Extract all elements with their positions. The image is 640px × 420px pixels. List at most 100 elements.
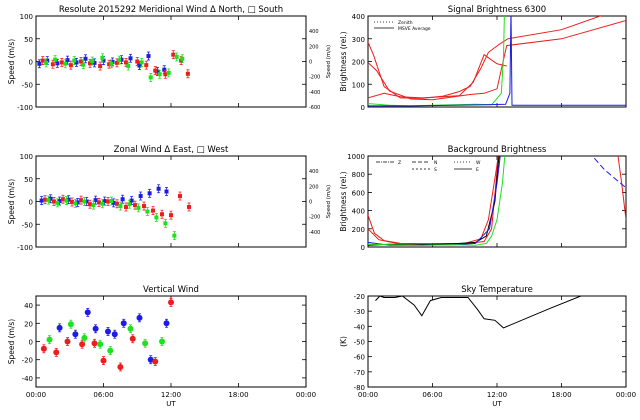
point-marker <box>88 61 92 66</box>
data-point <box>107 59 112 69</box>
point-marker <box>98 64 103 69</box>
point-marker <box>168 299 174 306</box>
data-point <box>91 338 98 348</box>
y-tick-label: -50 <box>22 81 33 89</box>
data-point <box>68 60 73 70</box>
data-point <box>117 55 122 65</box>
y-tick-label: 600 <box>352 189 365 197</box>
y2-tick-label: 200 <box>309 44 319 50</box>
point-marker <box>39 198 44 203</box>
data-point <box>145 207 150 216</box>
data-point <box>72 329 79 339</box>
data-point <box>91 200 96 210</box>
data-point <box>124 202 128 212</box>
data-point <box>40 56 45 65</box>
point-marker <box>92 325 99 332</box>
point-marker <box>63 61 68 66</box>
data-point <box>180 54 185 64</box>
data-point <box>84 307 91 317</box>
y-tick-label: 100 <box>352 81 365 89</box>
point-marker <box>52 199 56 204</box>
point-marker <box>97 200 101 205</box>
data-point <box>53 55 58 65</box>
data-point <box>109 196 114 206</box>
point-marker <box>79 59 83 64</box>
data-point <box>81 333 88 343</box>
legend-label: S <box>434 167 437 173</box>
data-point <box>81 60 86 70</box>
point-marker <box>61 197 65 202</box>
data-point <box>79 339 86 349</box>
data-point <box>48 194 53 204</box>
plot-frame <box>35 295 307 388</box>
x-tick-label: 00:00 <box>26 391 46 399</box>
y-tick-label: 0 <box>361 244 365 252</box>
data-point <box>100 356 107 366</box>
chart-title: Background Brightness <box>448 145 547 155</box>
data-point <box>142 338 149 348</box>
point-marker <box>117 363 124 370</box>
point-marker <box>129 335 136 342</box>
y-tick-label: 400 <box>352 208 365 216</box>
point-marker <box>154 215 159 220</box>
point-marker <box>156 186 161 191</box>
data-point <box>159 337 165 346</box>
data-point <box>72 56 77 65</box>
data-point <box>163 218 168 228</box>
series-sky <box>375 296 582 329</box>
legend-label: MSVE Average <box>398 26 431 32</box>
data-point <box>115 199 119 209</box>
point-marker <box>128 56 133 61</box>
data-point <box>82 197 87 206</box>
y-tick-label: 50 <box>24 36 33 44</box>
data-point <box>127 324 134 334</box>
y2-tick-label: 200 <box>309 184 319 190</box>
chart-signal: Signal Brightness 6300 0 100 200 300 400 Brigh… <box>339 5 627 112</box>
data-point <box>139 58 144 67</box>
x-axis-label: UT <box>492 400 502 408</box>
point-marker <box>111 200 116 205</box>
point-marker <box>109 199 114 204</box>
data-point <box>147 188 152 198</box>
series-zonal <box>39 184 191 241</box>
chart-title: Sky Temperature <box>461 285 533 295</box>
series-signal <box>368 16 626 107</box>
point-marker <box>137 63 142 68</box>
point-marker <box>88 202 92 207</box>
point-marker <box>163 72 168 77</box>
series-line-red-2 <box>368 20 626 101</box>
y-tick-label: 200 <box>352 226 365 234</box>
legend-label: Zenith <box>398 20 413 26</box>
point-marker <box>50 62 55 67</box>
data-point <box>163 318 170 328</box>
point-marker <box>139 60 144 65</box>
data-point <box>120 194 125 204</box>
y2-tick-label: 0 <box>309 200 312 206</box>
x-axis-label: UT <box>166 400 176 408</box>
series-line-blue <box>368 16 626 107</box>
data-point <box>185 69 190 79</box>
y-tick-label: 100 <box>20 153 33 161</box>
legend: Z NS WE <box>376 160 481 173</box>
point-marker <box>133 203 137 208</box>
data-point <box>111 329 118 339</box>
data-point <box>39 196 44 205</box>
data-point <box>187 202 191 212</box>
y-tick-label: -70 <box>354 369 365 377</box>
point-marker <box>151 208 155 213</box>
data-point <box>90 56 95 66</box>
data-point <box>133 200 137 210</box>
data-point <box>73 198 78 208</box>
data-point <box>52 197 56 206</box>
data-point <box>43 195 47 205</box>
point-marker <box>185 71 190 76</box>
data-point <box>100 53 105 63</box>
data-point <box>46 335 53 345</box>
data-point <box>59 58 64 67</box>
y-tick-label: -20 <box>22 357 33 365</box>
data-point <box>70 197 74 207</box>
data-point <box>67 319 74 329</box>
point-marker <box>91 340 98 347</box>
point-marker <box>164 189 169 194</box>
data-point <box>152 357 159 366</box>
